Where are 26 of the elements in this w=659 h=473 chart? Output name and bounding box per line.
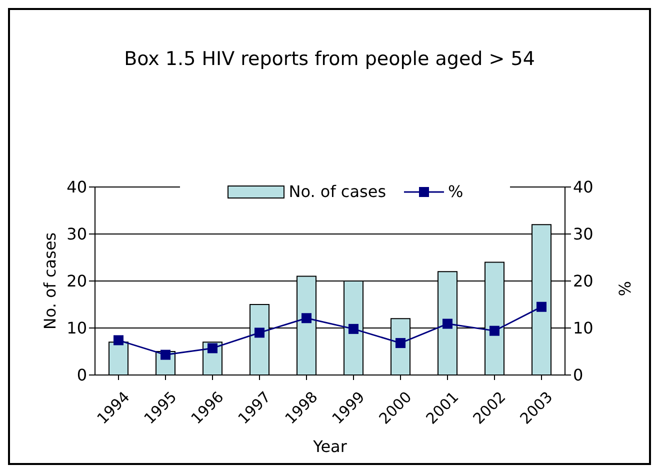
y-tick-label: 40 xyxy=(66,178,87,197)
point xyxy=(348,324,358,334)
point xyxy=(536,302,546,312)
y-tick-label: 10 xyxy=(66,318,87,338)
y-tick-label: 20 xyxy=(66,272,87,291)
y2-tick-label: 0 xyxy=(573,366,584,385)
point xyxy=(160,350,170,360)
y2-axis-title: % xyxy=(616,281,635,296)
point xyxy=(208,343,218,354)
x-axis-title: Year xyxy=(312,437,348,456)
y-axis-title: No. of cases xyxy=(40,232,60,330)
point xyxy=(442,318,452,329)
point xyxy=(302,313,312,324)
chart-title: Box 1.5 HIV reports from people aged > 54 xyxy=(123,48,536,70)
y-tick-label: 30 xyxy=(66,224,87,244)
point xyxy=(396,338,406,348)
y2-tick-label: 20 xyxy=(573,272,594,291)
legend-label: No. of cases xyxy=(288,182,386,201)
point xyxy=(254,328,264,338)
y-tick-label: 0 xyxy=(76,366,87,385)
point xyxy=(490,326,500,336)
y2-tick-label: 10 xyxy=(573,318,594,338)
y2-tick-label: 30 xyxy=(573,224,594,244)
y2-tick-label: 40 xyxy=(573,178,594,197)
point xyxy=(114,335,124,346)
legend-label: % xyxy=(448,182,464,201)
